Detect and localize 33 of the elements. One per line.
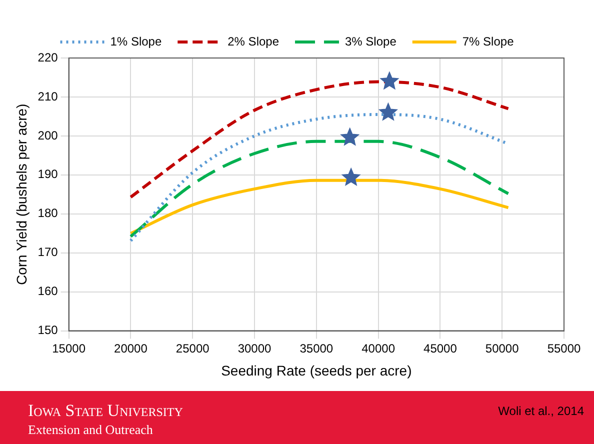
y-tick-label: 160 (38, 284, 58, 298)
y-tick-label: 210 (38, 89, 58, 104)
x-tick-label: 15000 (52, 341, 86, 356)
line-series (129, 178, 510, 235)
x-tick-label: 40000 (362, 341, 396, 356)
point (340, 128, 359, 146)
point (380, 72, 399, 90)
text: Extension and Outreach (28, 422, 153, 438)
y-tick-label: 150 (38, 323, 58, 338)
y-tick-label: 220 (38, 50, 58, 64)
legend-label: 7% Slope (462, 34, 514, 48)
point (379, 103, 398, 120)
x-tick-label: 45000 (424, 341, 458, 356)
x-tick-label: 35000 (300, 341, 334, 356)
line-series (129, 80, 510, 199)
x-axis-title: Seeding Rate (seeds per acre) (221, 362, 412, 378)
x-tick-label: 25000 (176, 341, 210, 356)
y-tick-label: 190 (38, 167, 58, 182)
text: Iowa State University (28, 401, 183, 421)
y-axis-title: Corn Yield (bushels per acre) (13, 104, 30, 286)
point (342, 168, 360, 186)
y-tick-label: 200 (38, 128, 58, 142)
x-tick-label: 55000 (547, 341, 582, 356)
x-tick-label: 20000 (114, 341, 148, 356)
x-tick-label: 30000 (238, 341, 272, 356)
y-tick-label: 170 (38, 245, 58, 260)
legend-label: 1% Slope (110, 34, 162, 48)
line-series (129, 140, 510, 238)
x-tick-label: 50000 (485, 341, 520, 356)
text: Woli et al., 2014 (498, 404, 584, 418)
legend-label: 2% Slope (228, 34, 280, 48)
legend-label: 3% Slope (345, 34, 397, 48)
y-tick-label: 180 (38, 206, 58, 220)
